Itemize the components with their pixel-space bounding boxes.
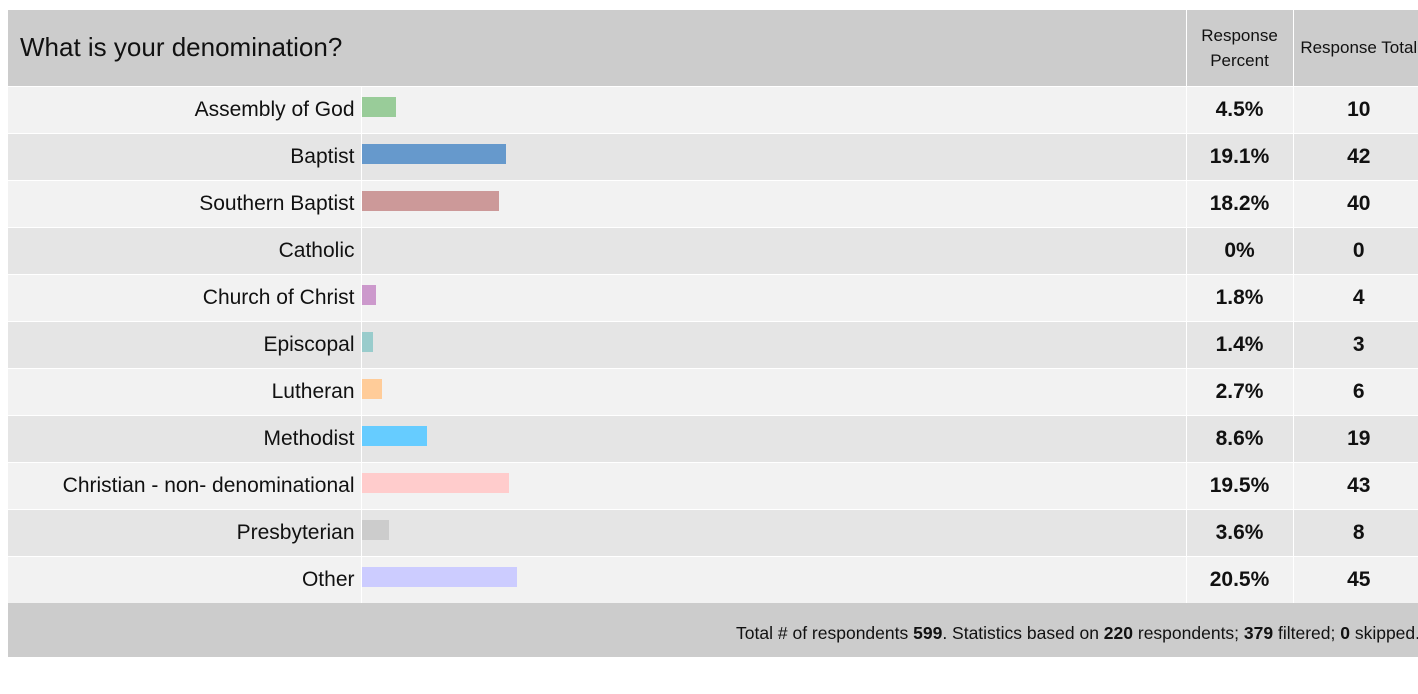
footer-row: Total # of respondents 599. Statistics b… xyxy=(8,602,1418,657)
response-total: 10 xyxy=(1292,85,1418,133)
response-total: 3 xyxy=(1292,320,1418,368)
skipped-count: 0 xyxy=(1340,623,1350,643)
answer-label: Catholic xyxy=(8,226,361,274)
response-total: 0 xyxy=(1292,226,1418,274)
answer-label: Southern Baptist xyxy=(8,179,361,227)
response-bar xyxy=(361,284,376,305)
survey-results-table: What is your denomination? Response Perc… xyxy=(8,10,1418,657)
footer-text-3: respondents; xyxy=(1133,623,1244,643)
filtered-count: 379 xyxy=(1243,623,1274,643)
answer-label: Baptist xyxy=(8,132,361,180)
response-bar xyxy=(361,96,396,117)
answer-label: Assembly of God xyxy=(8,85,361,133)
response-percent: 19.1% xyxy=(1185,132,1294,180)
response-percent: 8.6% xyxy=(1185,414,1294,462)
response-percent: 1.8% xyxy=(1185,273,1294,321)
answer-row: Methodist 8.6% 19 xyxy=(8,414,1418,462)
response-total: 19 xyxy=(1292,414,1418,462)
response-percent: 18.2% xyxy=(1185,179,1294,227)
response-percent: 2.7% xyxy=(1185,367,1294,415)
answer-row: Presbyterian 3.6% 8 xyxy=(8,508,1418,556)
response-percent: 20.5% xyxy=(1185,555,1294,603)
bar-cell xyxy=(360,226,1187,274)
answer-row: Southern Baptist 18.2% 40 xyxy=(8,179,1418,227)
response-bar xyxy=(361,331,373,352)
footer-text-5: skipped. xyxy=(1349,623,1418,643)
response-bar xyxy=(361,566,517,587)
answer-label: Lutheran xyxy=(8,367,361,415)
bar-cell xyxy=(360,320,1187,368)
bar-cell xyxy=(360,179,1187,227)
question-title: What is your denomination? xyxy=(20,32,343,63)
answer-label: Methodist xyxy=(8,414,361,462)
answer-label: Episcopal xyxy=(8,320,361,368)
answer-row: Christian - non- denominational 19.5% 43 xyxy=(8,461,1418,509)
answer-label: Presbyterian xyxy=(8,508,361,556)
response-bar xyxy=(361,378,382,399)
response-total: 40 xyxy=(1292,179,1418,227)
bar-cell xyxy=(360,273,1187,321)
response-total: 4 xyxy=(1292,273,1418,321)
footer-text-2: . Statistics based on xyxy=(942,623,1104,643)
answer-row: Episcopal 1.4% 3 xyxy=(8,320,1418,368)
response-total: 45 xyxy=(1292,555,1418,603)
response-percent: 0% xyxy=(1185,226,1294,274)
response-total: 6 xyxy=(1292,367,1418,415)
response-bar xyxy=(361,190,499,211)
response-bar xyxy=(361,472,509,493)
response-total: 43 xyxy=(1292,461,1418,509)
answer-row: Baptist 19.1% 42 xyxy=(8,132,1418,180)
bar-cell xyxy=(360,555,1187,603)
answer-row: Lutheran 2.7% 6 xyxy=(8,367,1418,415)
response-percent: 3.6% xyxy=(1185,508,1294,556)
answer-row: Catholic 0% 0 xyxy=(8,226,1418,274)
bar-cell xyxy=(360,367,1187,415)
response-percent: 4.5% xyxy=(1185,85,1294,133)
summary-footer: Total # of respondents 599. Statistics b… xyxy=(8,602,1418,657)
response-bar xyxy=(361,143,506,164)
bar-cell xyxy=(360,85,1187,133)
response-percent: 1.4% xyxy=(1185,320,1294,368)
response-total: 8 xyxy=(1292,508,1418,556)
answer-row: Assembly of God 4.5% 10 xyxy=(8,85,1418,133)
answer-row: Other 20.5% 45 xyxy=(8,555,1418,603)
answer-label: Christian - non- denominational xyxy=(8,461,361,509)
bar-cell xyxy=(360,508,1187,556)
header-row: What is your denomination? Response Perc… xyxy=(8,10,1418,86)
response-total: 42 xyxy=(1292,132,1418,180)
based-on-respondents: 220 xyxy=(1103,623,1133,643)
response-percent: 19.5% xyxy=(1185,461,1294,509)
total-respondents: 599 xyxy=(913,623,943,643)
bar-cell xyxy=(360,414,1187,462)
answer-label: Other xyxy=(8,555,361,603)
bar-cell xyxy=(360,461,1187,509)
response-bar xyxy=(361,519,389,540)
response-total-header: Response Total xyxy=(1292,10,1418,86)
response-percent-header: Response Percent xyxy=(1185,10,1294,86)
answer-row: Church of Christ 1.8% 4 xyxy=(8,273,1418,321)
footer-text-4: filtered; xyxy=(1273,623,1341,643)
footer-text-1: Total # of respondents xyxy=(736,623,914,643)
bar-cell xyxy=(360,132,1187,180)
response-bar xyxy=(361,425,427,446)
answer-label: Church of Christ xyxy=(8,273,361,321)
